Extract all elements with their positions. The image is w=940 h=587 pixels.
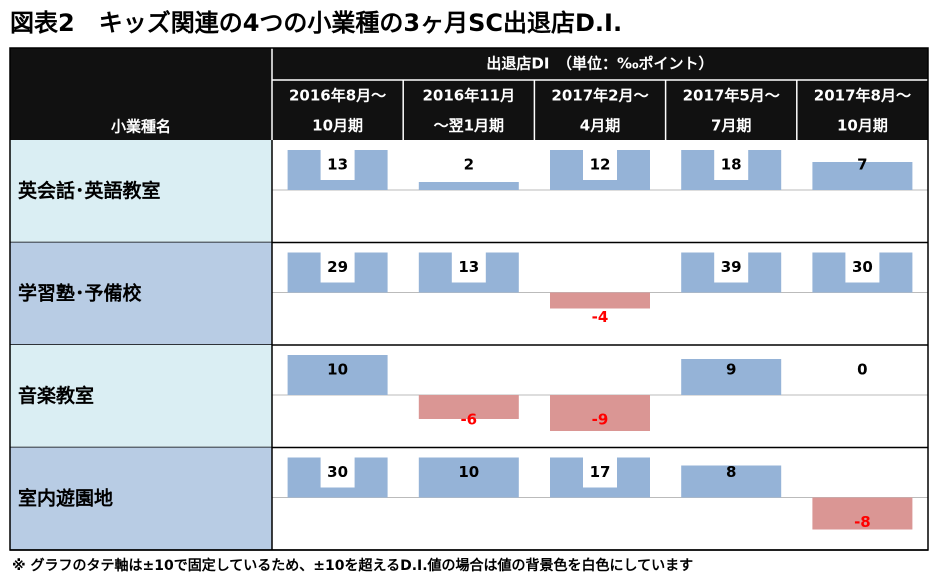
value-label: 0 [857, 361, 867, 379]
value-label: 18 [721, 156, 742, 174]
bar [550, 395, 650, 431]
value-label: -4 [592, 308, 609, 326]
bar [418, 457, 519, 498]
label-bg [320, 150, 355, 180]
bar [418, 395, 519, 419]
value-label: 10 [327, 361, 348, 379]
period-label: 2017年5月～ [683, 87, 780, 105]
label-bg [583, 150, 617, 180]
row-name-cell [10, 242, 272, 345]
value-label: 30 [852, 258, 873, 276]
title: 図表2 キッズ関連の4つの小業種の3ヶ月SC出退店D.I. [10, 9, 622, 37]
table-border [9, 47, 929, 551]
period-label: ～翌1月期 [434, 117, 504, 135]
value-label: 2 [464, 156, 474, 174]
label-bg [583, 457, 617, 488]
label-bg [320, 457, 355, 488]
bar [287, 355, 388, 395]
value-label: 30 [327, 463, 348, 481]
bar [550, 292, 650, 309]
value-label: -9 [592, 411, 609, 429]
value-label: 7 [857, 156, 867, 174]
value-label: 8 [726, 463, 736, 481]
row-name-cell [10, 447, 272, 550]
value-label: 10 [458, 463, 479, 481]
note: ※ グラフのタテ軸は±10で固定しているため、±10を超えるD.I.値の場合は値… [12, 557, 693, 574]
row-name: 音楽教室 [18, 384, 94, 407]
value-label: -6 [460, 411, 477, 429]
row-name-cell [10, 345, 272, 448]
value-label: 39 [721, 258, 742, 276]
label-bg [845, 252, 880, 283]
label-bg [714, 150, 749, 180]
period-label: 4月期 [580, 117, 620, 135]
period-label: 7月期 [711, 117, 751, 135]
period-label: 2017年2月～ [551, 87, 648, 105]
value-label: -8 [854, 513, 871, 531]
value-label: 17 [590, 463, 611, 481]
name-header: 小業種名 [111, 118, 171, 136]
period-label: 2016年11月 [422, 87, 515, 105]
bar [812, 162, 913, 190]
bar [681, 359, 782, 395]
value-label: 9 [726, 361, 736, 379]
label-bg [320, 252, 355, 283]
label-bg [714, 252, 749, 283]
row-name-cell [10, 140, 272, 243]
value-label: 13 [327, 156, 348, 174]
label-bg [451, 252, 486, 283]
row-name: 英会話･英語教室 [18, 179, 161, 202]
row-name: 学習塾･予備校 [18, 281, 143, 304]
value-label: 29 [327, 258, 348, 276]
period-label: 10月期 [312, 117, 363, 135]
value-label: 12 [590, 156, 611, 174]
bar [681, 465, 782, 498]
value-label: 13 [458, 258, 479, 276]
bar [418, 182, 519, 190]
period-label: 2017年8月～ [814, 87, 911, 105]
group-header: 出退店DI （単位：‰ポイント） [486, 55, 713, 73]
period-label: 10月期 [837, 117, 888, 135]
period-label: 2016年8月～ [289, 87, 386, 105]
row-name: 室内遊園地 [18, 486, 113, 509]
bar [812, 497, 913, 530]
header-bg [10, 48, 928, 140]
